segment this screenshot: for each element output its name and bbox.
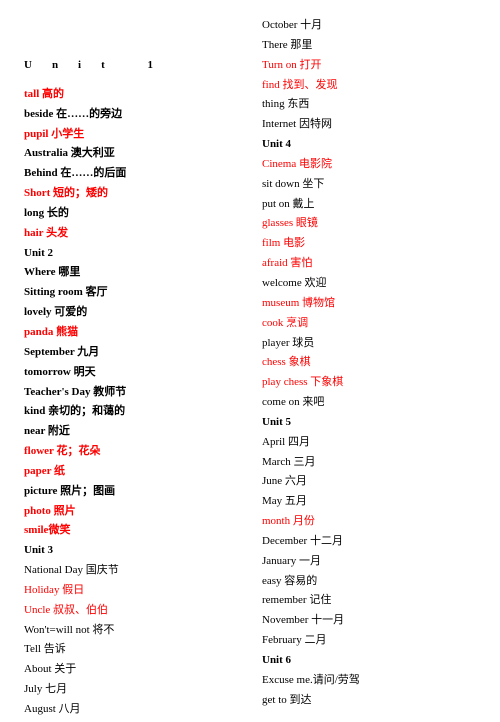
vocab-entry: About 关于 — [24, 662, 242, 677]
vocab-entry: hair 头发 — [24, 226, 242, 241]
right-column: October 十月 There 那里 Turn on 打开 find 找到、发现 th… — [262, 18, 480, 722]
vocab-entry: kind 亲切的；和蔼的 — [24, 404, 242, 419]
vocab-entry: Excuse me.请问/劳驾 — [262, 673, 480, 688]
vocab-entry: Uncle 叔叔、伯伯 — [24, 603, 242, 618]
vocab-entry: Unit 4 — [262, 137, 480, 152]
vocab-entry: March 三月 — [262, 455, 480, 470]
vocab-entry: get to 到达 — [262, 693, 480, 708]
vocab-entry: Internet 因特网 — [262, 117, 480, 132]
vocab-entry: There 那里 — [262, 38, 480, 53]
vocab-entry: film 电影 — [262, 236, 480, 251]
vocab-entry: Where 哪里 — [24, 265, 242, 280]
vocab-entry: Holiday 假日 — [24, 583, 242, 598]
vocab-entry: remember 记住 — [262, 593, 480, 608]
vocab-entry: Behind 在……的后面 — [24, 166, 242, 181]
vocab-entry: picture 照片；图画 — [24, 484, 242, 499]
vocab-entry: October 十月 — [262, 18, 480, 33]
vocab-entry: Turn on 打开 — [262, 58, 480, 73]
vocab-entry: Teacher's Day 教师节 — [24, 385, 242, 400]
vocab-entry: February 二月 — [262, 633, 480, 648]
vocab-entry: Tell 告诉 — [24, 642, 242, 657]
vocab-entry: paper 纸 — [24, 464, 242, 479]
vocab-entry: Short 短的；矮的 — [24, 186, 242, 201]
vocab-entry: panda 熊猫 — [24, 325, 242, 340]
vocab-entry: long 长的 — [24, 206, 242, 221]
vocab-entry: lovely 可爱的 — [24, 305, 242, 320]
vocab-entry: player 球员 — [262, 336, 480, 351]
vocab-entry: National Day 国庆节 — [24, 563, 242, 578]
vocab-entry: January 一月 — [262, 554, 480, 569]
vocab-entry: beside 在……的旁边 — [24, 107, 242, 122]
vocab-entry: put on 戴上 — [262, 197, 480, 212]
vocab-entry: Sitting room 客厅 — [24, 285, 242, 300]
vocab-entry: smile微笑 — [24, 523, 242, 538]
vocabulary-page: Unit 1 tall 高的 beside 在……的旁边 pupil 小学生 Aust… — [0, 0, 500, 722]
vocab-entry: pupil 小学生 — [24, 127, 242, 142]
vocab-entry: cook 烹调 — [262, 316, 480, 331]
vocab-entry: December 十二月 — [262, 534, 480, 549]
vocab-entry: April 四月 — [262, 435, 480, 450]
vocab-entry: glasses 眼镜 — [262, 216, 480, 231]
unit-header: Unit 1 — [24, 58, 242, 73]
vocab-entry: sit down 坐下 — [262, 177, 480, 192]
vocab-entry: Unit 3 — [24, 543, 242, 558]
vocab-entry: easy 容易的 — [262, 574, 480, 589]
vocab-entry: flower 花；花朵 — [24, 444, 242, 459]
vocab-entry: July 七月 — [24, 682, 242, 697]
vocab-entry: Cinema 电影院 — [262, 157, 480, 172]
vocab-entry: thing 东西 — [262, 97, 480, 112]
vocab-entry: tall 高的 — [24, 87, 242, 102]
vocab-entry: Won't=will not 将不 — [24, 623, 242, 638]
vocab-entry: afraid 害怕 — [262, 256, 480, 271]
vocab-entry: Unit 5 — [262, 415, 480, 430]
vocab-entry: chess 象棋 — [262, 355, 480, 370]
vocab-entry: Unit 2 — [24, 246, 242, 261]
left-column: Unit 1 tall 高的 beside 在……的旁边 pupil 小学生 Aust… — [24, 18, 242, 722]
vocab-entry: May 五月 — [262, 494, 480, 509]
vocab-entry: near 附近 — [24, 424, 242, 439]
vocab-entry: Australia 澳大利亚 — [24, 146, 242, 161]
vocab-entry: museum 博物馆 — [262, 296, 480, 311]
vocab-entry: August 八月 — [24, 702, 242, 717]
vocab-entry: month 月份 — [262, 514, 480, 529]
vocab-entry: welcome 欢迎 — [262, 276, 480, 291]
vocab-entry: September 九月 — [24, 345, 242, 360]
vocab-entry: November 十一月 — [262, 613, 480, 628]
vocab-entry: tomorrow 明天 — [24, 365, 242, 380]
vocab-entry: come on 来吧 — [262, 395, 480, 410]
vocab-entry: find 找到、发现 — [262, 78, 480, 93]
vocab-entry: Unit 6 — [262, 653, 480, 668]
vocab-entry: June 六月 — [262, 474, 480, 489]
vocab-entry: photo 照片 — [24, 504, 242, 519]
vocab-entry: play chess 下象棋 — [262, 375, 480, 390]
